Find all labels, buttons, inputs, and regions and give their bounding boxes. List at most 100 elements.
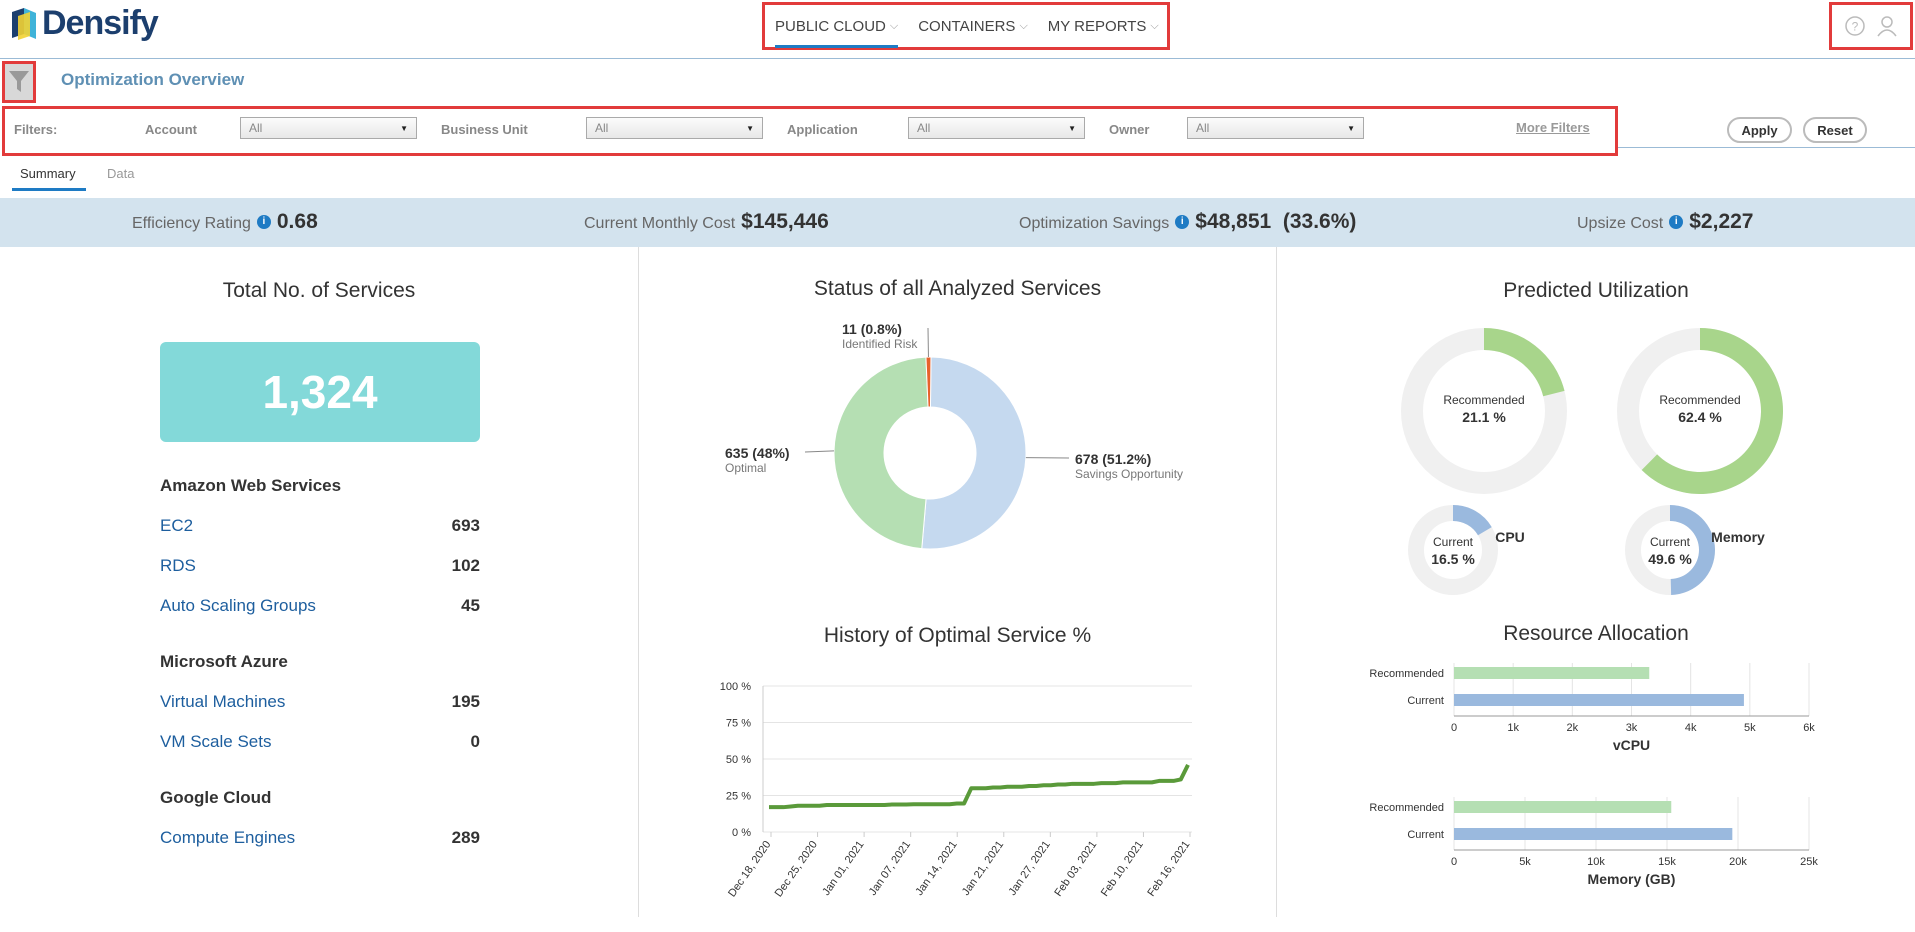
filter-business-unit-label: Business Unit bbox=[441, 122, 528, 137]
kpi-label: Efficiency Rating bbox=[132, 215, 251, 232]
service-row[interactable]: EC2 693 bbox=[160, 516, 480, 536]
x-tick-label: 6k bbox=[1803, 722, 1815, 734]
service-row[interactable]: Compute Engines 289 bbox=[160, 828, 480, 848]
slice-leader-line bbox=[804, 450, 835, 453]
slice-value-label: 678 (51.2%) bbox=[1075, 451, 1151, 467]
filter-bar bbox=[2, 106, 1618, 156]
service-row[interactable]: Virtual Machines 195 bbox=[160, 692, 480, 712]
utilization-donut-charts: Recommended 21.1 % Current 16.5 % CPU Recomme… bbox=[1401, 328, 1783, 595]
select-value: All bbox=[249, 121, 263, 135]
ring-subtitle: Memory bbox=[1711, 529, 1765, 545]
x-tick-label: Jan 14, 2021 bbox=[913, 839, 959, 898]
service-row[interactable]: Auto Scaling Groups 45 bbox=[160, 596, 480, 616]
filter-account-select[interactable]: All ▼ bbox=[240, 117, 417, 139]
apply-button[interactable]: Apply bbox=[1727, 117, 1792, 143]
x-tick-label: 0 bbox=[1451, 856, 1457, 868]
ring-fill bbox=[1670, 505, 1715, 595]
info-icon[interactable]: i bbox=[1669, 215, 1684, 229]
bar-category-label: Current bbox=[1407, 695, 1444, 707]
caret-down-icon: ▼ bbox=[1068, 123, 1076, 133]
user-icon[interactable] bbox=[1876, 15, 1898, 37]
tab-data[interactable]: Data bbox=[107, 166, 135, 181]
info-icon[interactable]: i bbox=[1175, 215, 1190, 229]
y-tick-label: 75 % bbox=[726, 718, 751, 730]
select-value: All bbox=[917, 121, 931, 135]
status-donut-chart: 678 (51.2%)Savings Opportunity 635 (48%)O… bbox=[725, 321, 1183, 550]
x-tick-label: 2k bbox=[1567, 722, 1579, 734]
filter-divider bbox=[1618, 147, 1915, 148]
ring-value: 16.5 % bbox=[1431, 551, 1475, 567]
kpi-upsize-cost: Upsize Cost i $2,227 bbox=[1577, 210, 1753, 234]
x-tick-label: Jan 01, 2021 bbox=[820, 839, 866, 898]
brand-logo[interactable]: Densify bbox=[10, 4, 159, 43]
kpi-current-monthly-cost: Current Monthly Cost $145,446 bbox=[584, 210, 829, 234]
bar-category-label: Current bbox=[1407, 829, 1444, 841]
status-chart-title: Status of all Analyzed Services bbox=[813, 277, 1102, 300]
bar-category-label: Recommended bbox=[1369, 668, 1444, 680]
filter-owner-label: Owner bbox=[1109, 122, 1150, 137]
bar bbox=[1454, 667, 1650, 679]
caret-down-icon: ▼ bbox=[746, 123, 754, 133]
more-filters-link[interactable]: More Filters bbox=[1516, 120, 1590, 135]
select-value: All bbox=[1196, 121, 1210, 135]
donut-slice bbox=[833, 356, 929, 550]
group-heading: Amazon Web Services bbox=[160, 476, 342, 495]
x-tick-label: 25k bbox=[1800, 856, 1818, 868]
x-tick-label: 5k bbox=[1519, 856, 1531, 868]
service-count: 195 bbox=[451, 692, 480, 711]
nav-public-cloud[interactable]: PUBLIC CLOUD ⌵ bbox=[775, 4, 899, 48]
user-tools: ? bbox=[1829, 2, 1913, 50]
service-name[interactable]: Compute Engines bbox=[160, 828, 296, 847]
ring-value: 21.1 % bbox=[1462, 409, 1506, 425]
tab-summary[interactable]: Summary bbox=[20, 166, 76, 181]
nav-containers[interactable]: CONTAINERS ⌵ bbox=[918, 4, 1028, 48]
kpi-value: 0.68 bbox=[276, 210, 318, 233]
service-name[interactable]: EC2 bbox=[160, 516, 194, 535]
service-name[interactable]: VM Scale Sets bbox=[160, 732, 272, 751]
donut-slice bbox=[921, 356, 1027, 550]
history-line-chart: 0 % 25 % 50 % 75 % 100 % Dec 18, 2020 Dec 25, … bbox=[720, 681, 1193, 899]
funnel-icon bbox=[9, 71, 29, 92]
slice-category-label: Identified Risk bbox=[842, 337, 918, 351]
kpi-label: Upsize Cost bbox=[1577, 215, 1664, 232]
nav-label: MY REPORTS bbox=[1047, 17, 1147, 35]
y-tick-label: 0 % bbox=[732, 827, 751, 839]
y-tick-label: 25 % bbox=[726, 791, 751, 803]
info-icon[interactable]: i bbox=[256, 215, 271, 229]
column-divider bbox=[638, 247, 639, 917]
x-tick-label: Dec 25, 2020 bbox=[773, 839, 820, 899]
caret-down-icon: ▼ bbox=[1347, 123, 1355, 133]
brand-name: Densify bbox=[42, 4, 159, 42]
x-tick-label: 20k bbox=[1729, 856, 1747, 868]
slice-value-label: 11 (0.8%) bbox=[842, 321, 902, 337]
ring-value: 49.6 % bbox=[1648, 551, 1692, 567]
service-name[interactable]: Auto Scaling Groups bbox=[160, 596, 316, 615]
service-row[interactable]: RDS 102 bbox=[160, 556, 480, 576]
service-row[interactable]: VM Scale Sets 0 bbox=[160, 732, 480, 752]
filter-toggle-button[interactable] bbox=[2, 61, 36, 103]
filter-owner-select[interactable]: All ▼ bbox=[1187, 117, 1364, 139]
ring-value: 62.4 % bbox=[1678, 409, 1722, 425]
slice-category-label: Savings Opportunity bbox=[1075, 467, 1183, 481]
help-icon[interactable]: ? bbox=[1844, 15, 1866, 37]
x-tick-label: Jan 27, 2021 bbox=[1006, 839, 1052, 898]
kpi-optimization-savings: Optimization Savings i $48,851 (33.6%) bbox=[1019, 210, 1356, 234]
ring-label: Recommended bbox=[1443, 393, 1524, 407]
reset-button[interactable]: Reset bbox=[1803, 117, 1867, 143]
x-tick-label: 5k bbox=[1744, 722, 1756, 734]
x-tick-label: 10k bbox=[1587, 856, 1605, 868]
ring-label: Current bbox=[1650, 535, 1691, 549]
filter-business-unit-select[interactable]: All ▼ bbox=[586, 117, 763, 139]
kpi-label: Current Monthly Cost bbox=[584, 215, 736, 232]
x-axis-label: vCPU bbox=[1613, 737, 1650, 753]
active-tab-indicator bbox=[12, 188, 86, 191]
service-name[interactable]: RDS bbox=[160, 556, 196, 575]
slice-value-label: 635 (48%) bbox=[725, 445, 790, 461]
nav-my-reports[interactable]: MY REPORTS ⌵ bbox=[1048, 4, 1159, 48]
x-tick-label: 4k bbox=[1685, 722, 1697, 734]
service-name[interactable]: Virtual Machines bbox=[160, 692, 286, 711]
filter-application-select[interactable]: All ▼ bbox=[908, 117, 1085, 139]
select-value: All bbox=[595, 121, 609, 135]
densify-logo-icon bbox=[12, 7, 36, 40]
bar bbox=[1454, 801, 1672, 813]
